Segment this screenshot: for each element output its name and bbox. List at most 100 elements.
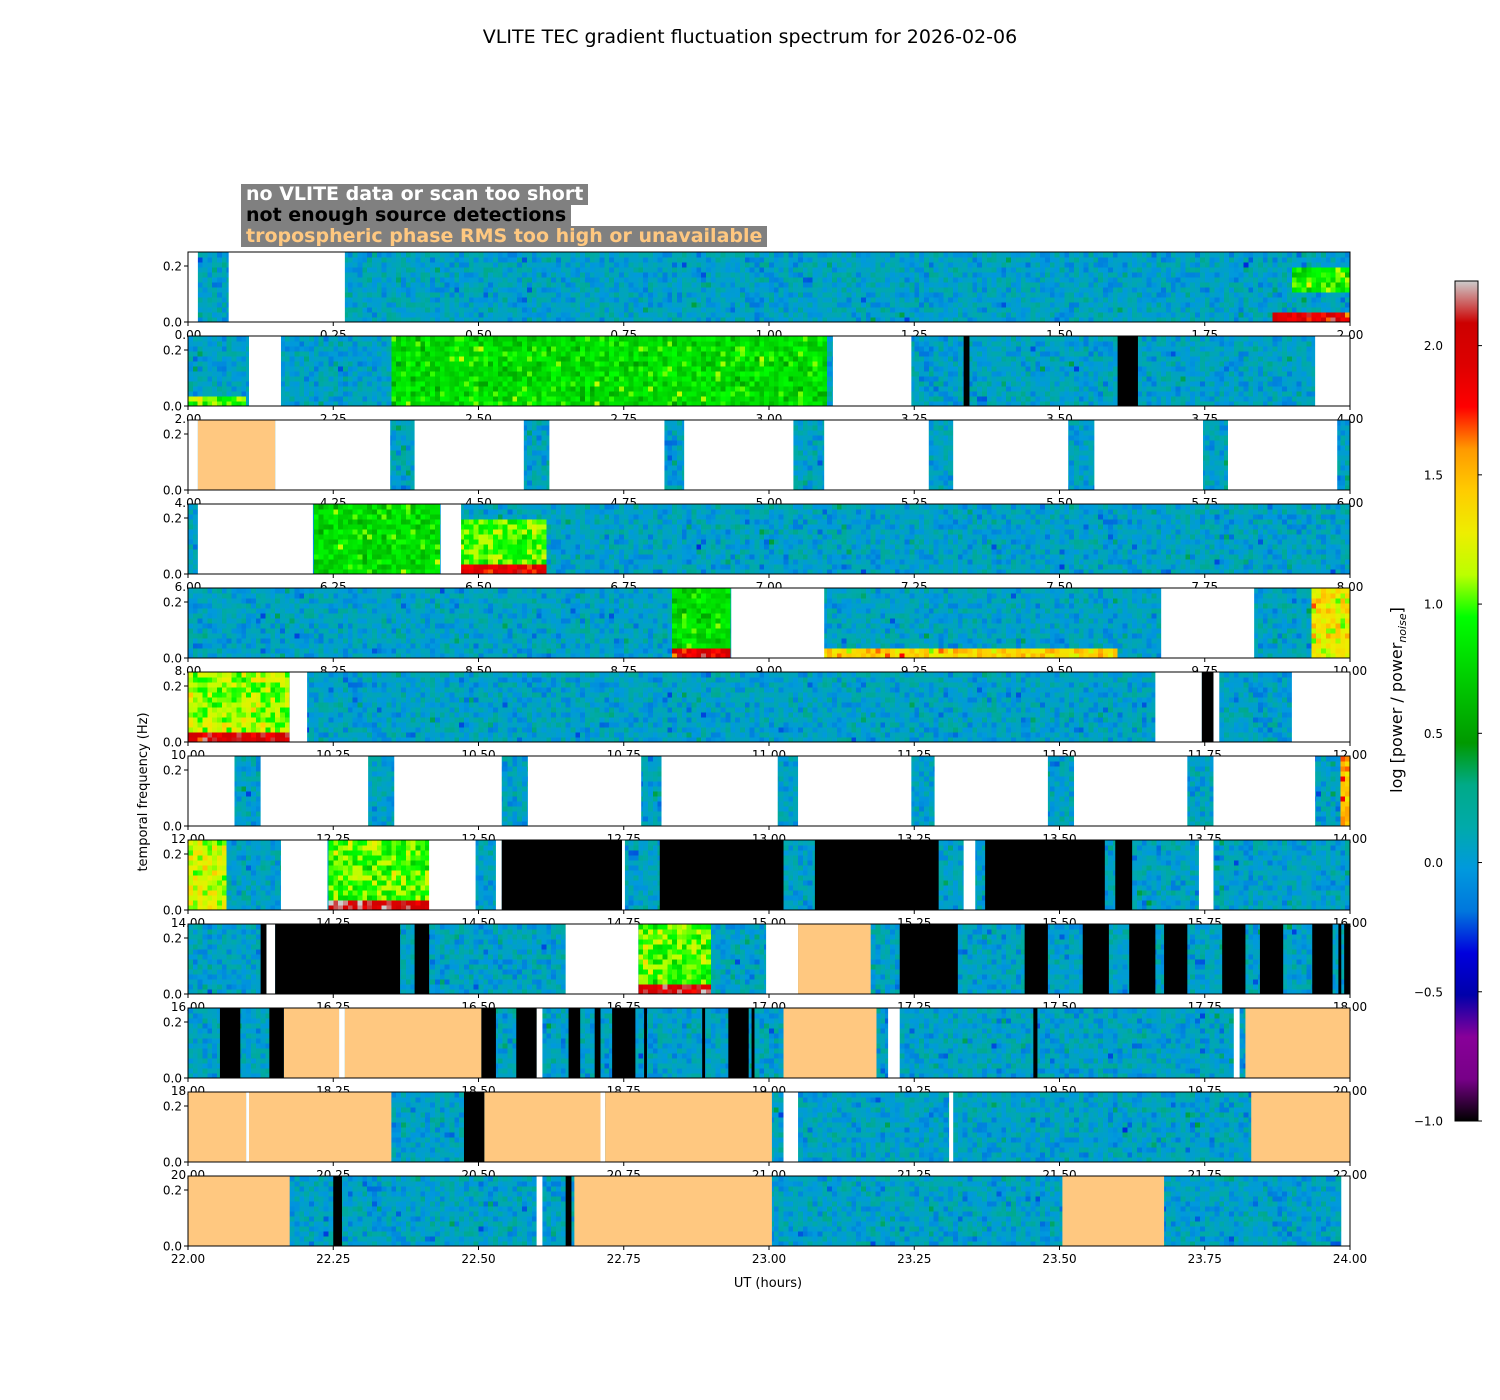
heatmap-cell xyxy=(1214,267,1219,272)
heatmap-cell xyxy=(561,396,566,401)
heatmap-cell xyxy=(566,386,571,391)
heatmap-cell xyxy=(948,292,953,297)
heatmap-cell xyxy=(372,376,377,381)
heatmap-cell xyxy=(232,356,237,361)
heatmap-cell xyxy=(968,272,973,277)
heatmap-cell xyxy=(817,287,822,292)
heatmap-cell xyxy=(1089,312,1094,317)
heatmap-cell xyxy=(217,346,222,351)
heatmap-cell xyxy=(532,381,537,386)
heatmap-cell xyxy=(822,292,827,297)
heatmap-cell xyxy=(328,351,333,356)
heatmap-cell xyxy=(629,307,634,312)
heatmap-cell xyxy=(619,267,624,272)
heatmap-cell xyxy=(1210,297,1215,302)
heatmap-cell xyxy=(667,336,672,341)
heatmap-cell xyxy=(561,262,566,267)
heatmap-cell xyxy=(711,396,716,401)
heatmap-cell xyxy=(692,391,697,396)
heatmap-cell xyxy=(391,381,396,386)
heatmap-cell xyxy=(343,356,348,361)
heatmap-cell xyxy=(1113,262,1118,267)
heatmap-cell xyxy=(459,292,464,297)
heatmap-cell xyxy=(1108,257,1113,262)
heatmap-cell xyxy=(885,277,890,282)
heatmap-cell xyxy=(212,346,217,351)
heatmap-cell xyxy=(464,396,469,401)
heatmap-cell xyxy=(938,272,943,277)
heatmap-cell xyxy=(1060,257,1065,262)
heatmap-cell xyxy=(382,302,387,307)
heatmap-cell xyxy=(522,287,527,292)
heatmap-cell xyxy=(367,272,372,277)
heatmap-cell xyxy=(803,307,808,312)
heatmap-cell xyxy=(503,371,508,376)
heatmap-cell xyxy=(754,287,759,292)
heatmap-cell xyxy=(711,346,716,351)
heatmap-cell xyxy=(541,336,546,341)
heatmap-cell xyxy=(1050,267,1055,272)
heatmap-cell xyxy=(498,366,503,371)
heatmap-cell xyxy=(469,361,474,366)
heatmap-cell xyxy=(653,346,658,351)
heatmap-cell xyxy=(716,341,721,346)
heatmap-cell xyxy=(503,257,508,262)
heatmap-cell xyxy=(696,307,701,312)
heatmap-cell xyxy=(328,346,333,351)
heatmap-cell xyxy=(590,351,595,356)
heatmap-cell xyxy=(977,307,982,312)
heatmap-cell xyxy=(740,297,745,302)
heatmap-cell xyxy=(1248,267,1253,272)
heatmap-cell xyxy=(488,282,493,287)
heatmap-cell xyxy=(687,346,692,351)
heatmap-cell xyxy=(934,267,939,272)
heatmap-cell xyxy=(440,297,445,302)
heatmap-cell xyxy=(1132,312,1137,317)
heatmap-cell xyxy=(566,277,571,282)
heatmap-cell xyxy=(643,287,648,292)
heatmap-cell xyxy=(1064,292,1069,297)
heatmap-cell xyxy=(449,297,454,302)
heatmap-cell xyxy=(474,346,479,351)
heatmap-cell xyxy=(629,252,634,257)
heatmap-cell xyxy=(1035,297,1040,302)
heatmap-cell xyxy=(217,262,222,267)
heatmap-cell xyxy=(464,307,469,312)
heatmap-cell xyxy=(493,252,498,257)
heatmap-cell xyxy=(382,252,387,257)
heatmap-cell xyxy=(600,391,605,396)
heatmap-cell xyxy=(377,336,382,341)
heatmap-cell xyxy=(454,292,459,297)
heatmap-cell xyxy=(692,366,697,371)
heatmap-cell xyxy=(493,371,498,376)
heatmap-cell xyxy=(1229,272,1234,277)
heatmap-cell xyxy=(1035,302,1040,307)
heatmap-cell xyxy=(382,371,387,376)
heatmap-cell xyxy=(590,262,595,267)
heatmap-cell xyxy=(721,351,726,356)
heatmap-cell xyxy=(619,391,624,396)
heatmap-cell xyxy=(1282,312,1287,317)
heatmap-cell xyxy=(420,277,425,282)
heatmap-cell xyxy=(1006,262,1011,267)
heatmap-cell xyxy=(992,257,997,262)
heatmap-cell xyxy=(464,277,469,282)
heatmap-cell xyxy=(609,302,614,307)
heatmap-cell xyxy=(837,312,842,317)
heatmap-cell xyxy=(285,366,290,371)
heatmap-cell xyxy=(706,272,711,277)
heatmap-cell xyxy=(745,292,750,297)
heatmap-cell xyxy=(701,386,706,391)
heatmap-cell xyxy=(1122,282,1127,287)
heatmap-cell xyxy=(1151,302,1156,307)
heatmap-cell xyxy=(1253,307,1258,312)
heatmap-cell xyxy=(997,292,1002,297)
heatmap-cell xyxy=(701,376,706,381)
heatmap-cell xyxy=(1055,277,1060,282)
heatmap-cell xyxy=(595,302,600,307)
heatmap-cell xyxy=(1069,287,1074,292)
heatmap-cell xyxy=(653,376,658,381)
heatmap-cell xyxy=(290,381,295,386)
heatmap-cell xyxy=(803,302,808,307)
heatmap-cell xyxy=(537,351,542,356)
